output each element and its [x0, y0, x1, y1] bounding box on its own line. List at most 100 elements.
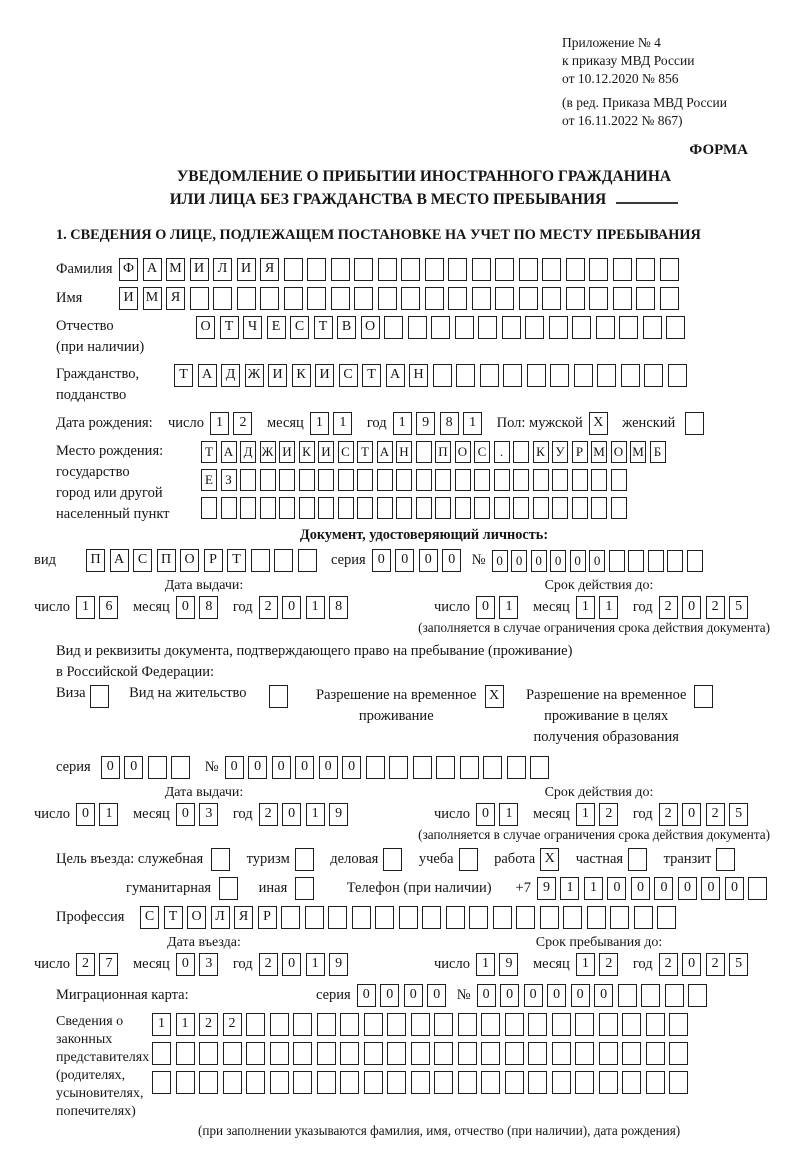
char-box[interactable]: Ч [243, 316, 262, 339]
char-box[interactable]: А [220, 441, 237, 463]
char-box[interactable]: Д [221, 364, 240, 387]
char-box[interactable] [396, 497, 412, 519]
char-box[interactable]: 1 [75, 596, 95, 619]
char-box[interactable]: 1 [392, 412, 412, 435]
char-box[interactable]: 2 [199, 1013, 218, 1036]
char-box[interactable] [528, 1013, 547, 1036]
char-box[interactable] [401, 258, 420, 281]
char-box[interactable] [189, 287, 209, 310]
char-box[interactable]: 0 [282, 803, 302, 826]
char-box[interactable]: 0 [475, 803, 495, 826]
char-box[interactable] [471, 258, 491, 281]
char-box[interactable] [316, 1042, 336, 1065]
char-box[interactable] [383, 848, 403, 871]
char-box[interactable] [481, 1071, 500, 1094]
char-box[interactable] [304, 906, 324, 929]
char-box[interactable]: 6 [99, 596, 119, 619]
char-box[interactable] [504, 1071, 524, 1094]
char-box[interactable] [316, 1013, 336, 1036]
char-box[interactable] [387, 1042, 406, 1065]
char-box[interactable]: 0 [475, 596, 495, 619]
char-box[interactable] [598, 1071, 618, 1094]
char-box[interactable]: 9 [416, 412, 436, 435]
char-box[interactable]: 0 [248, 756, 268, 779]
char-box[interactable]: 0 [500, 984, 520, 1007]
char-box[interactable] [598, 1042, 618, 1065]
char-box[interactable] [377, 287, 397, 310]
char-box[interactable]: В [337, 316, 356, 339]
char-box[interactable] [454, 469, 471, 491]
char-box[interactable] [435, 469, 451, 491]
char-box[interactable] [269, 1071, 289, 1094]
char-box[interactable] [628, 549, 645, 572]
char-box[interactable] [376, 469, 393, 491]
char-box[interactable]: Т [163, 906, 183, 929]
char-box[interactable]: 2 [658, 596, 678, 619]
char-box[interactable]: 8 [439, 412, 459, 435]
char-box[interactable] [551, 1071, 571, 1094]
char-box[interactable] [199, 1071, 218, 1094]
char-box[interactable] [240, 497, 256, 519]
char-box[interactable]: Р [571, 441, 588, 463]
char-box[interactable] [354, 287, 373, 310]
char-box[interactable] [432, 364, 452, 387]
char-box[interactable] [246, 1013, 265, 1036]
char-box[interactable]: 1 [209, 412, 229, 435]
char-box[interactable] [530, 756, 550, 779]
char-box[interactable]: К [291, 364, 311, 387]
char-box[interactable]: 0 [427, 984, 447, 1007]
char-box[interactable]: 8 [199, 596, 219, 619]
char-box[interactable]: Н [396, 441, 412, 463]
char-box[interactable] [542, 258, 561, 281]
char-box[interactable]: 7 [99, 953, 119, 976]
char-box[interactable]: И [119, 287, 138, 310]
char-box[interactable] [619, 316, 638, 339]
char-box[interactable] [424, 287, 444, 310]
char-box[interactable] [573, 364, 593, 387]
char-box[interactable]: Ж [259, 441, 276, 463]
char-box[interactable] [295, 877, 315, 900]
char-box[interactable]: 1 [152, 1013, 171, 1036]
char-box[interactable]: У [552, 441, 568, 463]
char-box[interactable] [457, 1013, 477, 1036]
char-box[interactable] [357, 469, 373, 491]
char-box[interactable] [357, 497, 373, 519]
char-box[interactable] [457, 1042, 477, 1065]
char-box[interactable] [246, 1071, 265, 1094]
char-box[interactable] [501, 316, 521, 339]
char-box[interactable] [281, 906, 300, 929]
char-box[interactable] [666, 316, 685, 339]
char-box[interactable] [283, 258, 303, 281]
char-box[interactable] [434, 1013, 453, 1036]
char-box[interactable]: З [220, 469, 237, 491]
char-box[interactable] [532, 469, 549, 491]
char-box[interactable] [610, 497, 627, 519]
char-box[interactable] [436, 756, 456, 779]
char-box[interactable] [575, 1071, 594, 1094]
char-box[interactable]: С [290, 316, 309, 339]
char-box[interactable] [171, 756, 191, 779]
char-box[interactable] [293, 1013, 312, 1036]
char-box[interactable] [363, 1071, 383, 1094]
char-box[interactable] [363, 1042, 383, 1065]
char-box[interactable]: Т [227, 549, 246, 572]
char-box[interactable]: 1 [499, 596, 519, 619]
char-box[interactable]: А [142, 258, 162, 281]
char-box[interactable]: Т [201, 441, 217, 463]
char-box[interactable] [415, 469, 432, 491]
char-box[interactable]: . [493, 441, 510, 463]
char-box[interactable] [415, 497, 432, 519]
char-box[interactable] [612, 258, 632, 281]
char-box[interactable] [354, 258, 373, 281]
char-box[interactable] [152, 1071, 171, 1094]
char-box[interactable] [644, 364, 663, 387]
char-box[interactable] [201, 497, 217, 519]
char-box[interactable]: Е [201, 469, 217, 491]
char-box[interactable]: 2 [258, 596, 278, 619]
char-box[interactable]: 0 [295, 756, 315, 779]
char-box[interactable] [337, 469, 354, 491]
char-box[interactable]: 0 [550, 549, 567, 572]
char-box[interactable]: 1 [575, 953, 595, 976]
char-box[interactable] [211, 848, 231, 871]
char-box[interactable] [503, 364, 522, 387]
